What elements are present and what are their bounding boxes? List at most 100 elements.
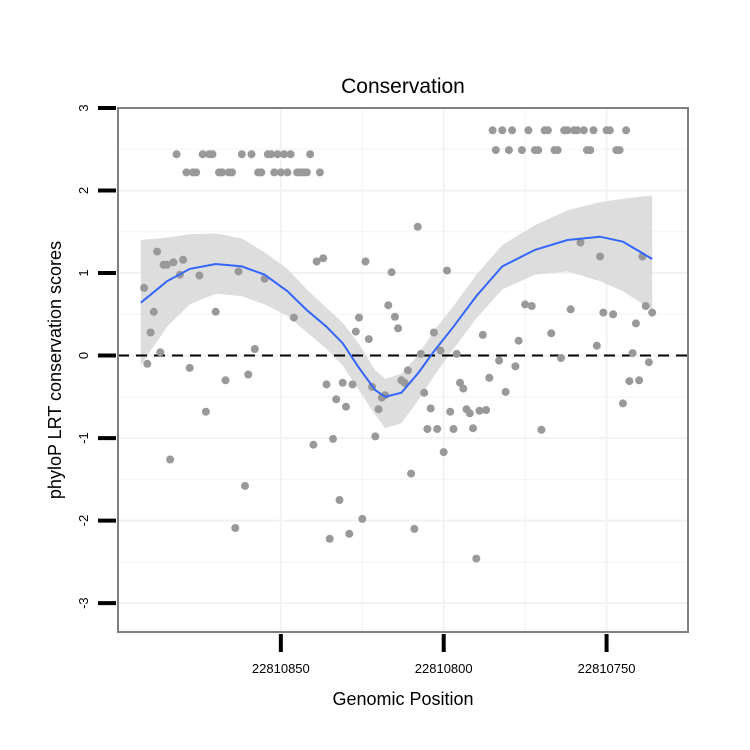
data-point: [208, 150, 217, 159]
data-point: [169, 258, 178, 267]
data-point: [244, 370, 253, 379]
smooth-fit-path: [140, 235, 653, 398]
data-point: [234, 267, 243, 276]
data-point: [231, 524, 240, 532]
data-point: [631, 319, 640, 328]
data-point: [276, 168, 285, 177]
data-point: [247, 150, 256, 159]
data-point: [573, 126, 582, 135]
data-point: [325, 534, 334, 543]
y-tick-label: -3: [76, 597, 91, 609]
data-point: [201, 407, 210, 416]
y-tick-label: 2: [76, 187, 91, 194]
data-point: [140, 283, 149, 292]
data-point: [156, 348, 165, 357]
data-point: [537, 425, 546, 434]
smooth-fit-line: [140, 235, 653, 398]
data-point: [361, 257, 370, 266]
confidence-band: [140, 195, 653, 429]
data-point: [371, 432, 380, 441]
y-tick-label: -1: [76, 432, 91, 444]
data-point: [302, 168, 311, 177]
data-point: [221, 376, 230, 385]
data-point: [599, 308, 608, 317]
data-point: [586, 146, 595, 155]
data-point: [153, 247, 162, 256]
data-point: [589, 126, 598, 135]
data-point: [348, 380, 357, 389]
data-point: [315, 168, 324, 177]
data-point: [228, 168, 236, 177]
data-point: [273, 150, 282, 159]
data-point: [436, 346, 445, 355]
data-point: [615, 146, 624, 155]
data-point: [439, 448, 448, 457]
data-point: [211, 307, 220, 316]
data-point: [579, 126, 588, 135]
data-point: [517, 146, 526, 155]
data-point: [498, 126, 507, 135]
data-point: [387, 268, 396, 277]
data-point: [625, 377, 634, 386]
data-point: [547, 329, 556, 338]
data-point: [403, 366, 412, 375]
x-axis-title: Genomic Position: [332, 689, 473, 709]
data-point: [218, 168, 227, 177]
data-point: [416, 349, 425, 358]
data-point: [345, 529, 354, 538]
data-point: [286, 150, 295, 159]
data-point: [306, 150, 315, 159]
data-point: [452, 349, 461, 358]
data-point: [465, 409, 474, 418]
data-point: [429, 328, 438, 337]
data-point: [280, 150, 289, 159]
data-point: [641, 302, 650, 310]
data-point: [283, 168, 292, 177]
data-point: [172, 150, 181, 159]
data-point: [456, 378, 464, 387]
x-tick-label: 22810850: [252, 661, 310, 676]
data-point: [644, 358, 653, 367]
data-point: [374, 405, 383, 414]
y-axis-ticks: 3 2 1 0 -1 -2 -3: [76, 104, 116, 609]
data-point: [270, 168, 279, 177]
plot-panel-background: [118, 108, 688, 632]
data-point: [322, 380, 331, 389]
data-point: [592, 341, 601, 350]
data-point: [524, 126, 533, 135]
y-tick-label: 0: [76, 352, 91, 359]
data-point: [511, 362, 520, 371]
y-tick-label: 1: [76, 269, 91, 276]
data-point: [527, 302, 536, 310]
data-point: [410, 524, 419, 533]
data-point: [521, 300, 530, 309]
data-point: [648, 308, 657, 317]
data-point: [407, 469, 416, 478]
data-point: [449, 425, 458, 433]
data-point: [508, 126, 517, 135]
data-point: [553, 146, 562, 155]
data-point: [198, 150, 207, 159]
data-point: [514, 336, 523, 345]
chart-title: Conservation: [341, 75, 465, 98]
data-point: [146, 328, 155, 337]
data-point: [267, 150, 276, 159]
data-point: [166, 455, 175, 464]
data-point: [475, 406, 484, 415]
data-point: [250, 345, 259, 353]
data-point: [488, 126, 497, 135]
data-point: [355, 313, 363, 322]
data-point: [478, 330, 487, 339]
data-point: [491, 146, 500, 155]
data-point: [358, 514, 367, 523]
data-point: [635, 376, 644, 385]
data-point: [192, 168, 201, 177]
data-point: [179, 255, 188, 264]
data-point: [446, 407, 455, 416]
data-point: [459, 384, 468, 393]
data-point: [413, 222, 422, 231]
plot-panel-border: [117, 107, 689, 633]
data-point: [501, 387, 510, 396]
data-point: [332, 395, 341, 404]
